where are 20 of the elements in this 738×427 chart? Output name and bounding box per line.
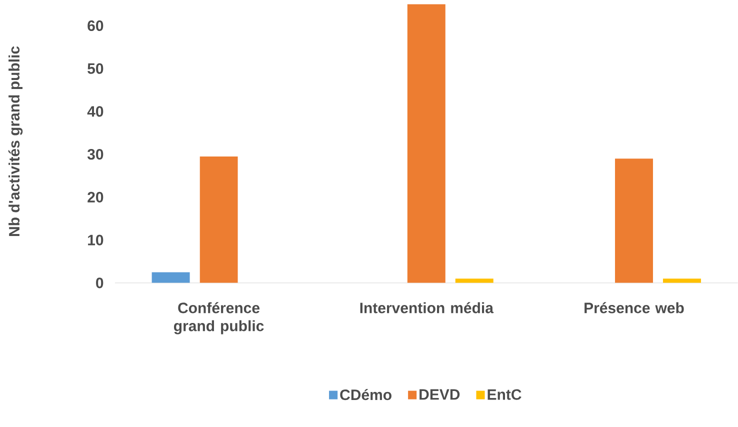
x-tick-label: Conférence grand public xyxy=(174,302,264,334)
y-tick-label: 40 xyxy=(87,106,104,117)
bar xyxy=(615,158,653,283)
legend-label: DEVD xyxy=(420,389,460,400)
bar xyxy=(455,278,494,283)
y-tick-label: 30 xyxy=(87,149,104,160)
bar xyxy=(662,278,701,283)
bar xyxy=(152,272,190,283)
x-tick-label: Présence web xyxy=(584,302,684,314)
legend-label: CDémo xyxy=(340,389,392,400)
y-tick-label: 60 xyxy=(88,20,104,32)
y-tick-label: 20 xyxy=(88,192,104,203)
legend-label: EntC xyxy=(488,389,522,400)
bar xyxy=(407,4,446,283)
y-axis-title: Nb d'activités grand public xyxy=(8,46,23,236)
y-tick-label: 10 xyxy=(88,234,104,246)
bar xyxy=(200,156,238,283)
y-tick-label: 50 xyxy=(88,63,104,74)
y-tick-label: 0 xyxy=(96,278,104,288)
x-tick-label: Intervention média xyxy=(360,302,494,314)
